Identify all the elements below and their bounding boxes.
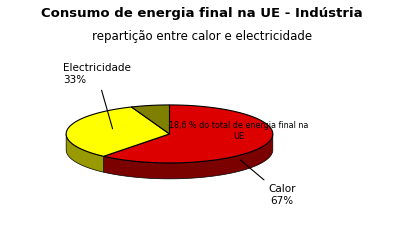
Polygon shape (66, 107, 170, 156)
Polygon shape (103, 105, 273, 163)
Polygon shape (66, 134, 103, 172)
Text: UE: UE (233, 132, 244, 141)
Text: Calor
67%: Calor 67% (240, 160, 296, 206)
Polygon shape (131, 105, 170, 134)
Text: Consumo de energia final na UE - Indústria: Consumo de energia final na UE - Indústr… (41, 7, 363, 20)
Polygon shape (103, 134, 273, 179)
Text: repartição entre calor e electricidade: repartição entre calor e electricidade (92, 30, 312, 43)
Text: 18,6 % do total de energia final na: 18,6 % do total de energia final na (169, 121, 308, 130)
Text: Electricidade
33%: Electricidade 33% (63, 63, 131, 129)
